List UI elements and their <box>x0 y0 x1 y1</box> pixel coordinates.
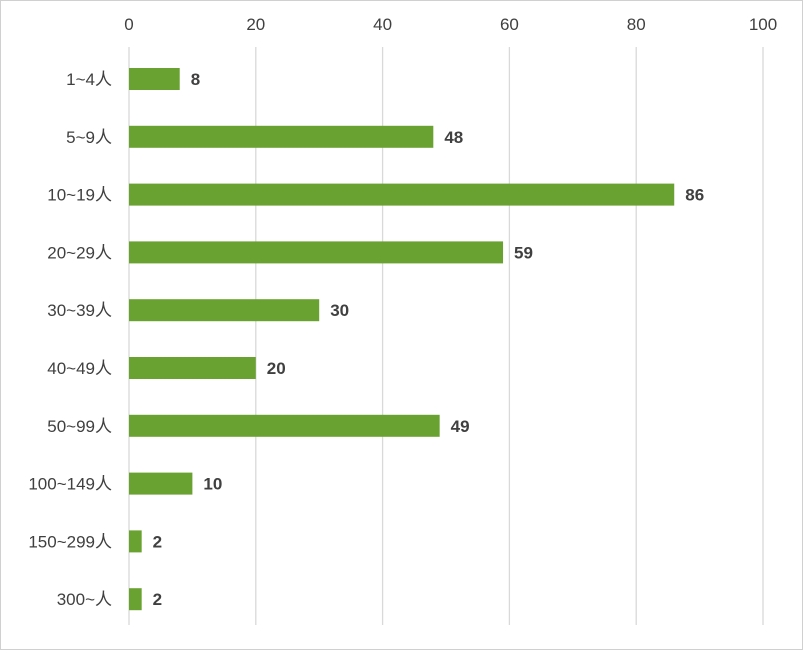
category-label: 30~39人 <box>47 301 112 320</box>
category-label: 40~49人 <box>47 359 112 378</box>
bar <box>129 68 180 90</box>
x-tick-label: 60 <box>500 15 519 34</box>
bar <box>129 241 504 264</box>
bar <box>129 530 142 553</box>
data-label: 10 <box>203 475 222 494</box>
data-label: 30 <box>330 301 349 320</box>
category-label: 50~99人 <box>47 417 112 436</box>
x-axis-ticks: 0 20 40 60 80 100 <box>124 15 777 34</box>
bar <box>129 125 434 148</box>
bar <box>129 414 440 437</box>
category-label: 1~4人 <box>66 70 112 89</box>
data-label: 86 <box>685 186 704 205</box>
x-tick-label: 80 <box>627 15 646 34</box>
bar <box>129 472 193 495</box>
category-label: 5~9人 <box>66 128 112 147</box>
category-labels: 1~4人 5~9人 10~19人 20~29人 30~39人 40~49人 50~99人 10… <box>28 70 112 609</box>
x-tick-label: 0 <box>124 15 133 34</box>
x-tick-label: 40 <box>373 15 392 34</box>
data-labels: 8 48 86 59 30 20 49 10 2 2 <box>153 70 704 609</box>
data-label: 48 <box>444 128 463 147</box>
data-label: 2 <box>153 532 162 551</box>
category-label: 10~19人 <box>47 186 112 205</box>
bar <box>129 183 675 206</box>
x-tick-label: 100 <box>749 15 777 34</box>
category-label: 300~人 <box>57 590 112 609</box>
bars <box>129 68 675 611</box>
data-label: 59 <box>514 243 533 262</box>
x-tick-label: 20 <box>246 15 265 34</box>
bar <box>129 588 142 611</box>
data-label: 8 <box>191 70 200 89</box>
category-label: 20~29人 <box>47 243 112 262</box>
category-label: 150~299人 <box>28 532 112 551</box>
data-label: 20 <box>267 359 286 378</box>
category-label: 100~149人 <box>28 475 112 494</box>
data-label: 2 <box>153 590 162 609</box>
bar <box>129 299 320 322</box>
data-label: 49 <box>451 417 470 436</box>
bar <box>129 357 256 379</box>
